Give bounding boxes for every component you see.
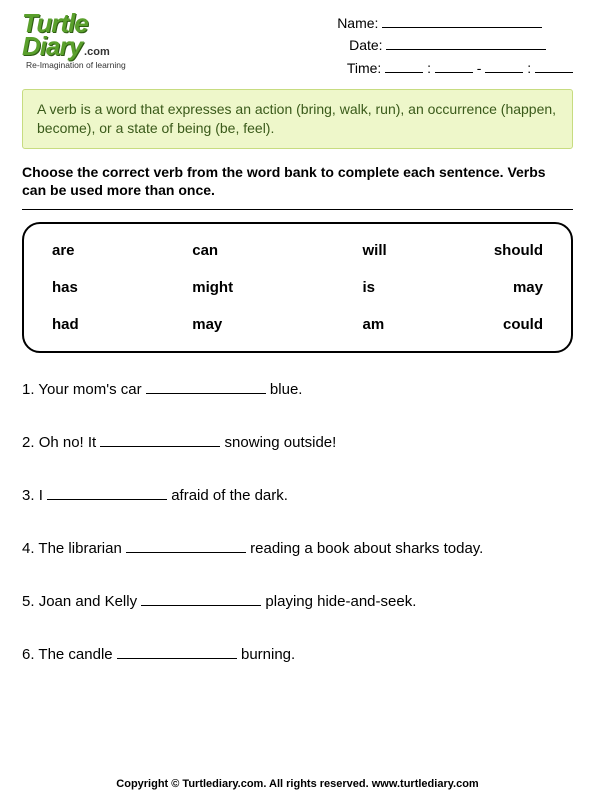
sentence-pre: The candle [38, 646, 116, 663]
logo: Turtle Diary.com Re-Imagination of learn… [22, 12, 126, 70]
time-dash: - [477, 60, 482, 76]
header: Turtle Diary.com Re-Imagination of learn… [22, 12, 573, 79]
sentence-num: 2. [22, 434, 35, 451]
answer-blank[interactable] [47, 487, 167, 500]
wb-cell: should [453, 242, 543, 259]
sentence-post: playing hide-and-seek. [261, 593, 416, 610]
time-colon-2: : [527, 60, 531, 76]
sentence-item: 4. The librarian reading a book about sh… [22, 538, 573, 559]
sentence-item: 5. Joan and Kelly playing hide-and-seek. [22, 591, 573, 612]
time-colon-1: : [427, 60, 431, 76]
word-bank: are can will should has might is may had… [22, 222, 573, 353]
wordbank-row: has might is may [52, 279, 543, 296]
name-blank[interactable] [382, 16, 542, 28]
wb-cell: can [142, 242, 282, 259]
wordbank-row: had may am could [52, 316, 543, 333]
sentence-item: 3. I afraid of the dark. [22, 485, 573, 506]
sentence-pre: I [39, 487, 47, 504]
answer-blank[interactable] [117, 646, 237, 659]
logo-dotcom: .com [84, 46, 110, 58]
time-h2[interactable] [485, 61, 523, 73]
wb-cell: is [283, 279, 453, 296]
answer-blank[interactable] [126, 540, 246, 553]
sentence-pre: Oh no! It [39, 434, 101, 451]
wb-cell: may [142, 316, 282, 333]
time-m1[interactable] [435, 61, 473, 73]
wb-cell: might [142, 279, 282, 296]
instructions: Choose the correct verb from the word ba… [22, 163, 573, 199]
sentence-pre: The librarian [38, 540, 126, 557]
answer-blank[interactable] [146, 381, 266, 394]
logo-word2: Diary [22, 31, 82, 61]
sentence-post: burning. [237, 646, 295, 663]
wb-cell: are [52, 242, 142, 259]
sentence-item: 1. Your mom's car blue. [22, 379, 573, 400]
footer-copyright: Copyright © Turtlediary.com. All rights … [0, 778, 595, 790]
logo-text: Turtle Diary.com [22, 12, 126, 59]
time-label: Time: [347, 60, 381, 76]
date-blank[interactable] [386, 38, 546, 50]
sentence-pre: Your mom's car [38, 381, 145, 398]
time-m2[interactable] [535, 61, 573, 73]
answer-blank[interactable] [100, 434, 220, 447]
sentence-item: 6. The candle burning. [22, 644, 573, 665]
date-label: Date: [349, 37, 382, 53]
sentence-num: 6. [22, 646, 35, 663]
sentence-pre: Joan and Kelly [39, 593, 142, 610]
divider [22, 209, 573, 210]
sentence-post: afraid of the dark. [167, 487, 288, 504]
wb-cell: could [453, 316, 543, 333]
sentences: 1. Your mom's car blue. 2. Oh no! It sno… [22, 379, 573, 665]
student-meta: Name: Date: Time: : - : [337, 12, 573, 79]
wordbank-row: are can will should [52, 242, 543, 259]
name-label: Name: [337, 15, 378, 31]
sentence-num: 3. [22, 487, 35, 504]
sentence-num: 1. [22, 381, 35, 398]
wb-cell: had [52, 316, 142, 333]
wb-cell: am [283, 316, 453, 333]
sentence-item: 2. Oh no! It snowing outside! [22, 432, 573, 453]
answer-blank[interactable] [141, 593, 261, 606]
wb-cell: may [453, 279, 543, 296]
wb-cell: has [52, 279, 142, 296]
time-h1[interactable] [385, 61, 423, 73]
wb-cell: will [283, 242, 453, 259]
definition-box: A verb is a word that expresses an actio… [22, 89, 573, 149]
sentence-post: reading a book about sharks today. [246, 540, 483, 557]
sentence-num: 4. [22, 540, 35, 557]
sentence-num: 5. [22, 593, 35, 610]
sentence-post: blue. [266, 381, 303, 398]
logo-tagline: Re-Imagination of learning [26, 60, 126, 70]
sentence-post: snowing outside! [220, 434, 336, 451]
